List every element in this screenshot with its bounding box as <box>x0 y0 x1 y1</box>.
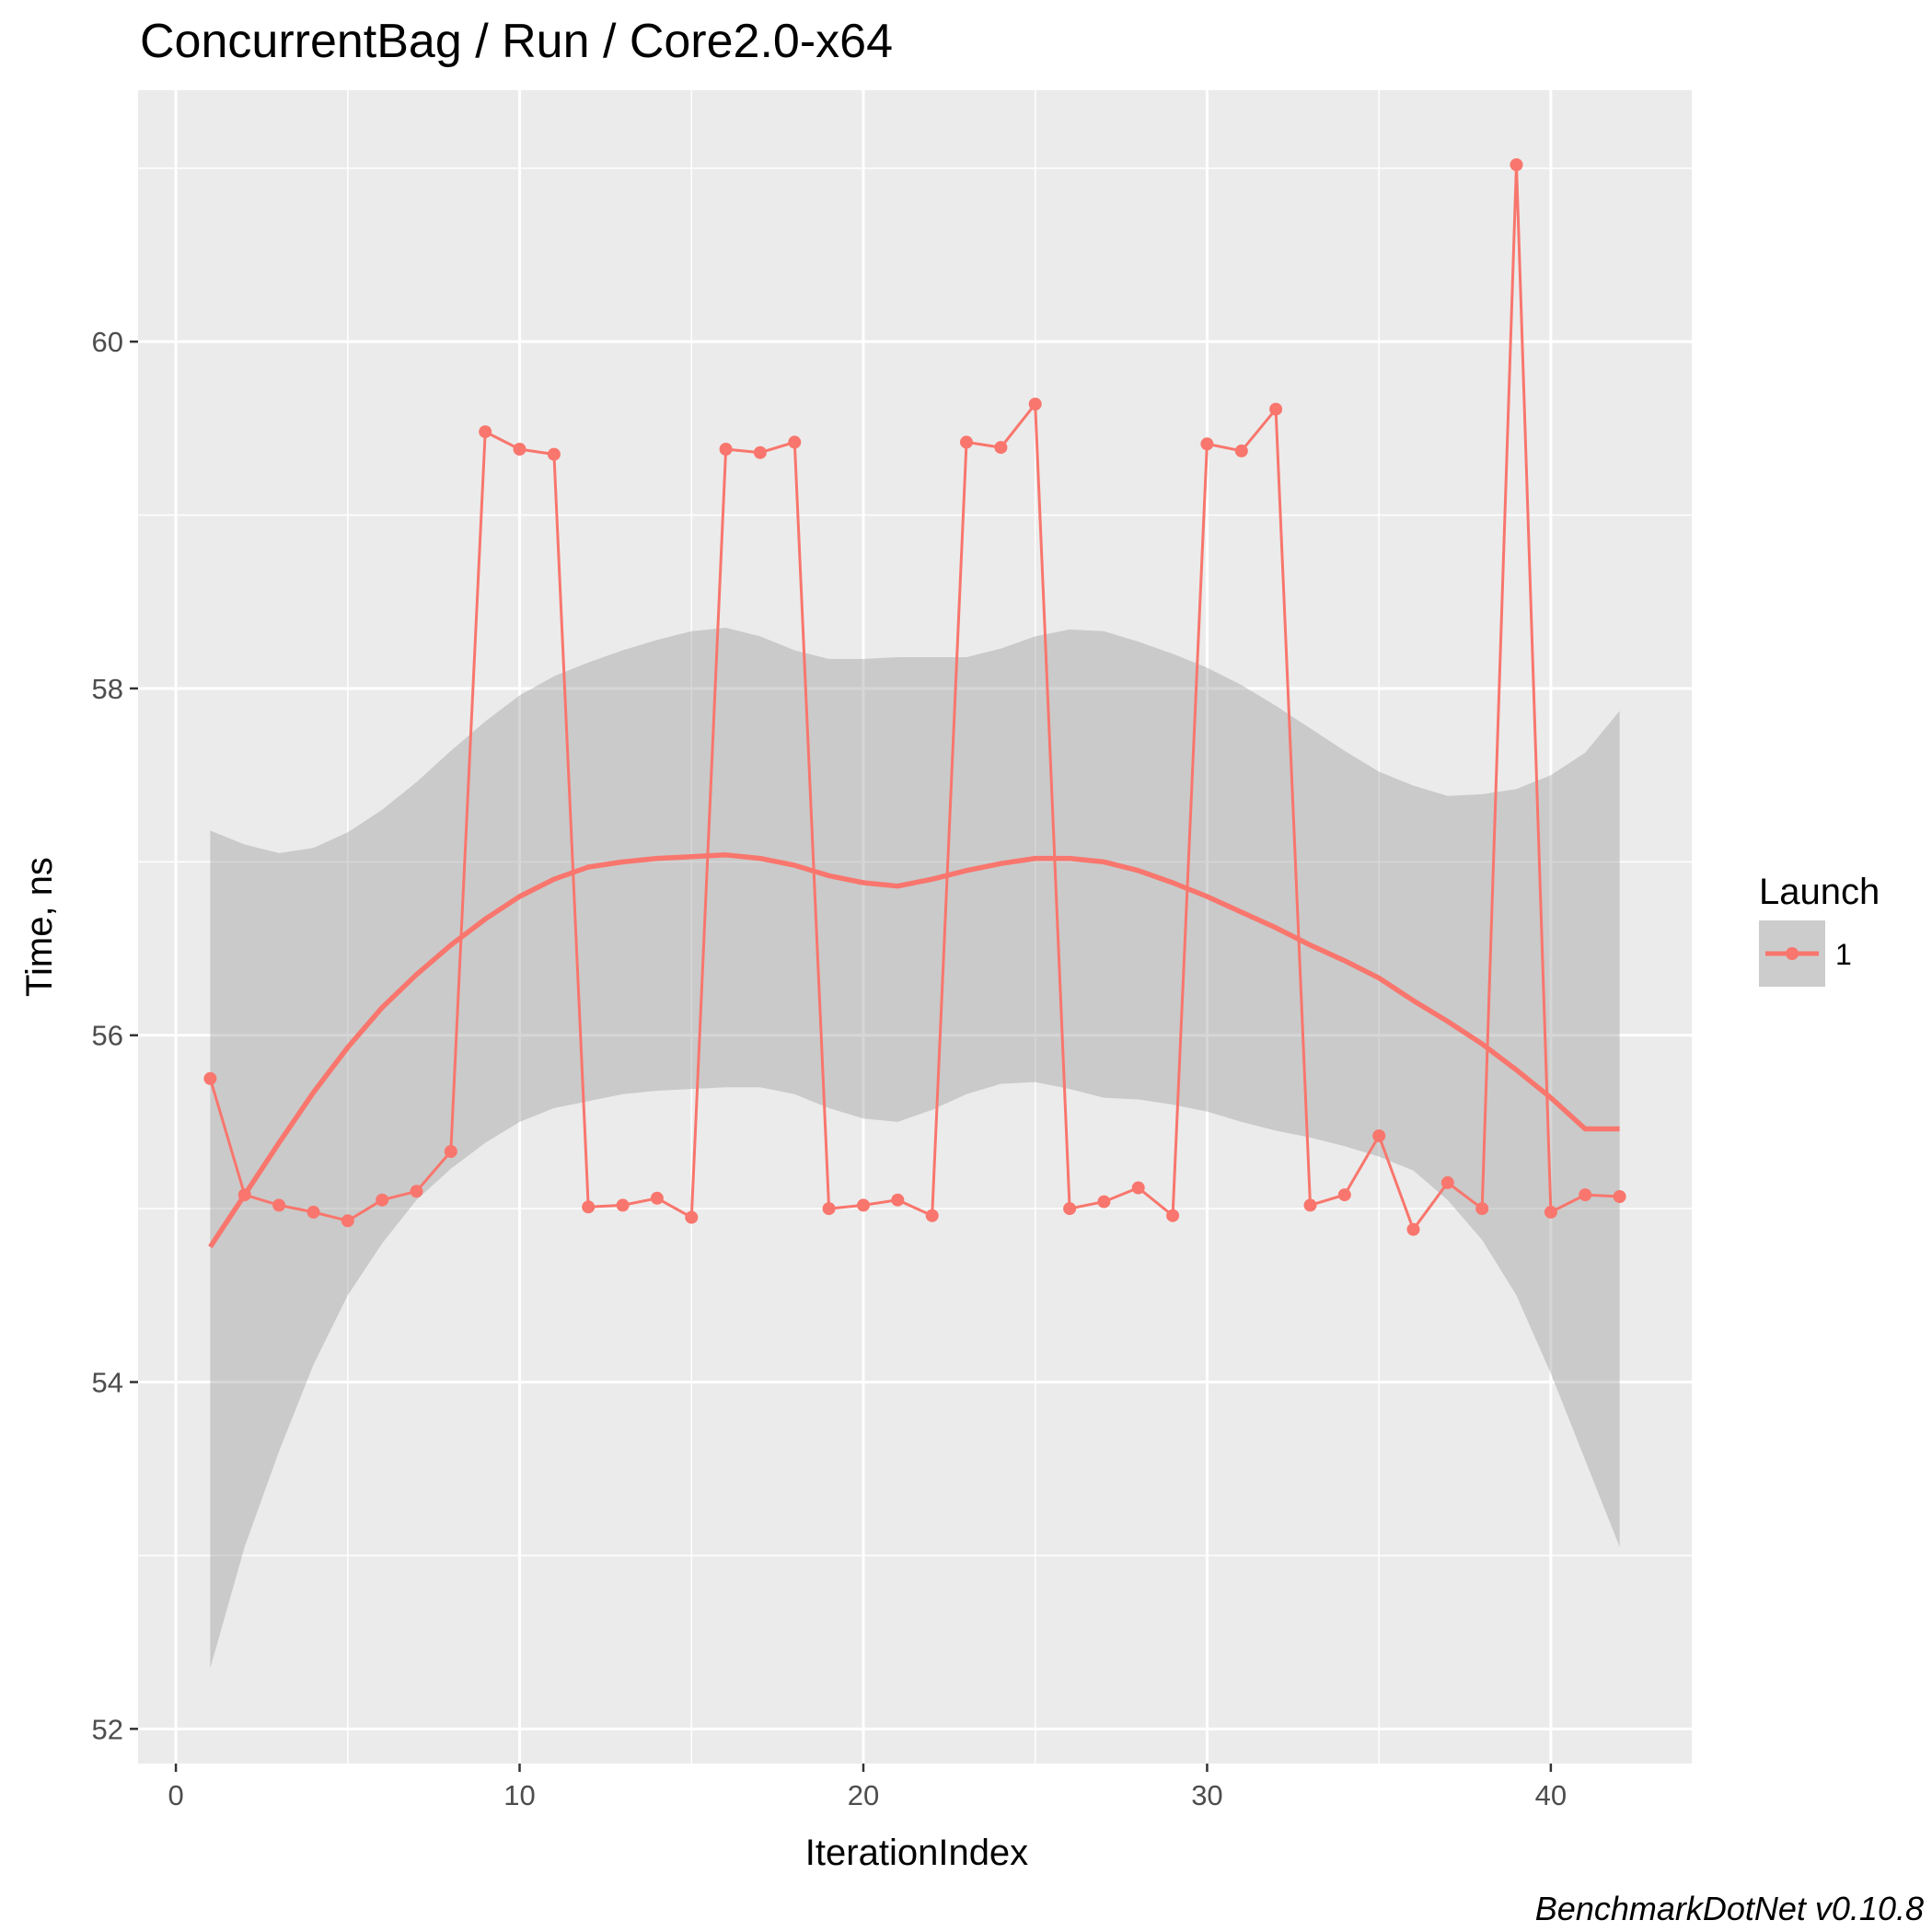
data-point <box>1544 1205 1557 1219</box>
confidence-band <box>210 628 1620 1669</box>
data-point <box>1063 1202 1077 1216</box>
chart-title: ConcurrentBag / Run / Core2.0-x64 <box>140 15 893 68</box>
data-point <box>994 441 1008 455</box>
data-point <box>1028 398 1042 411</box>
data-point <box>1613 1190 1626 1203</box>
data-point <box>1440 1175 1454 1189</box>
data-point <box>582 1200 596 1214</box>
data-point <box>822 1202 836 1216</box>
legend-key-point <box>1786 947 1799 960</box>
data-point <box>925 1209 939 1222</box>
data-point <box>685 1210 699 1224</box>
x-axis: 0 10 20 30 40 <box>168 1764 1567 1811</box>
data-point <box>1579 1188 1592 1202</box>
data-point <box>1510 158 1523 171</box>
data-point <box>616 1198 630 1212</box>
data-point <box>513 443 526 456</box>
data-point <box>307 1205 320 1219</box>
y-axis: 52 54 56 58 60 <box>92 326 138 1745</box>
data-point <box>1097 1195 1111 1209</box>
data-point <box>1234 444 1248 457</box>
data-point <box>376 1193 389 1207</box>
data-point <box>1200 437 1214 451</box>
x-tick-label: 20 <box>848 1779 879 1811</box>
series-layer <box>203 158 1626 1236</box>
data-point <box>479 425 492 439</box>
data-point <box>753 445 767 459</box>
x-tick-label: 40 <box>1535 1779 1567 1811</box>
data-point <box>1406 1222 1420 1236</box>
data-point <box>237 1188 251 1202</box>
data-point <box>719 443 733 456</box>
smooth-line <box>208 852 1620 1249</box>
data-point <box>1337 1188 1351 1202</box>
legend-label-1: 1 <box>1835 938 1852 971</box>
data-point <box>1269 402 1283 416</box>
x-tick-label: 30 <box>1191 1779 1222 1811</box>
data-point <box>272 1198 286 1212</box>
data-point <box>444 1145 457 1158</box>
data-point <box>788 435 802 449</box>
data-point <box>1303 1198 1317 1212</box>
data-point <box>1131 1181 1145 1195</box>
y-tick-label: 60 <box>92 326 123 358</box>
y-tick-label: 52 <box>92 1713 123 1745</box>
data-point <box>650 1191 664 1205</box>
x-axis-title: IterationIndex <box>805 1833 1028 1873</box>
data-point <box>341 1214 354 1228</box>
data-point <box>960 435 973 449</box>
data-point <box>891 1193 905 1207</box>
data-point <box>1372 1129 1386 1142</box>
x-tick-label: 0 <box>168 1779 183 1811</box>
y-axis-title: Time, ns <box>19 857 60 997</box>
x-tick-label: 10 <box>503 1779 535 1811</box>
data-point <box>1475 1202 1489 1216</box>
data-point <box>1166 1209 1180 1222</box>
y-tick-label: 54 <box>92 1367 123 1399</box>
data-point <box>203 1071 217 1085</box>
confidence-band-layer <box>210 628 1620 1669</box>
caption: BenchmarkDotNet v0.10.8 <box>1535 1890 1924 1927</box>
data-point <box>857 1198 870 1212</box>
grid-major <box>138 90 1692 1764</box>
smooth-line-layer <box>208 852 1620 1249</box>
plot-panel <box>138 90 1692 1764</box>
data-point <box>547 447 561 461</box>
legend: Launch 1 <box>1759 872 1880 987</box>
data-point <box>410 1185 423 1198</box>
y-tick-label: 56 <box>92 1020 123 1052</box>
legend-title: Launch <box>1759 872 1880 912</box>
y-tick-label: 58 <box>92 673 123 705</box>
series-line <box>208 164 1620 1232</box>
